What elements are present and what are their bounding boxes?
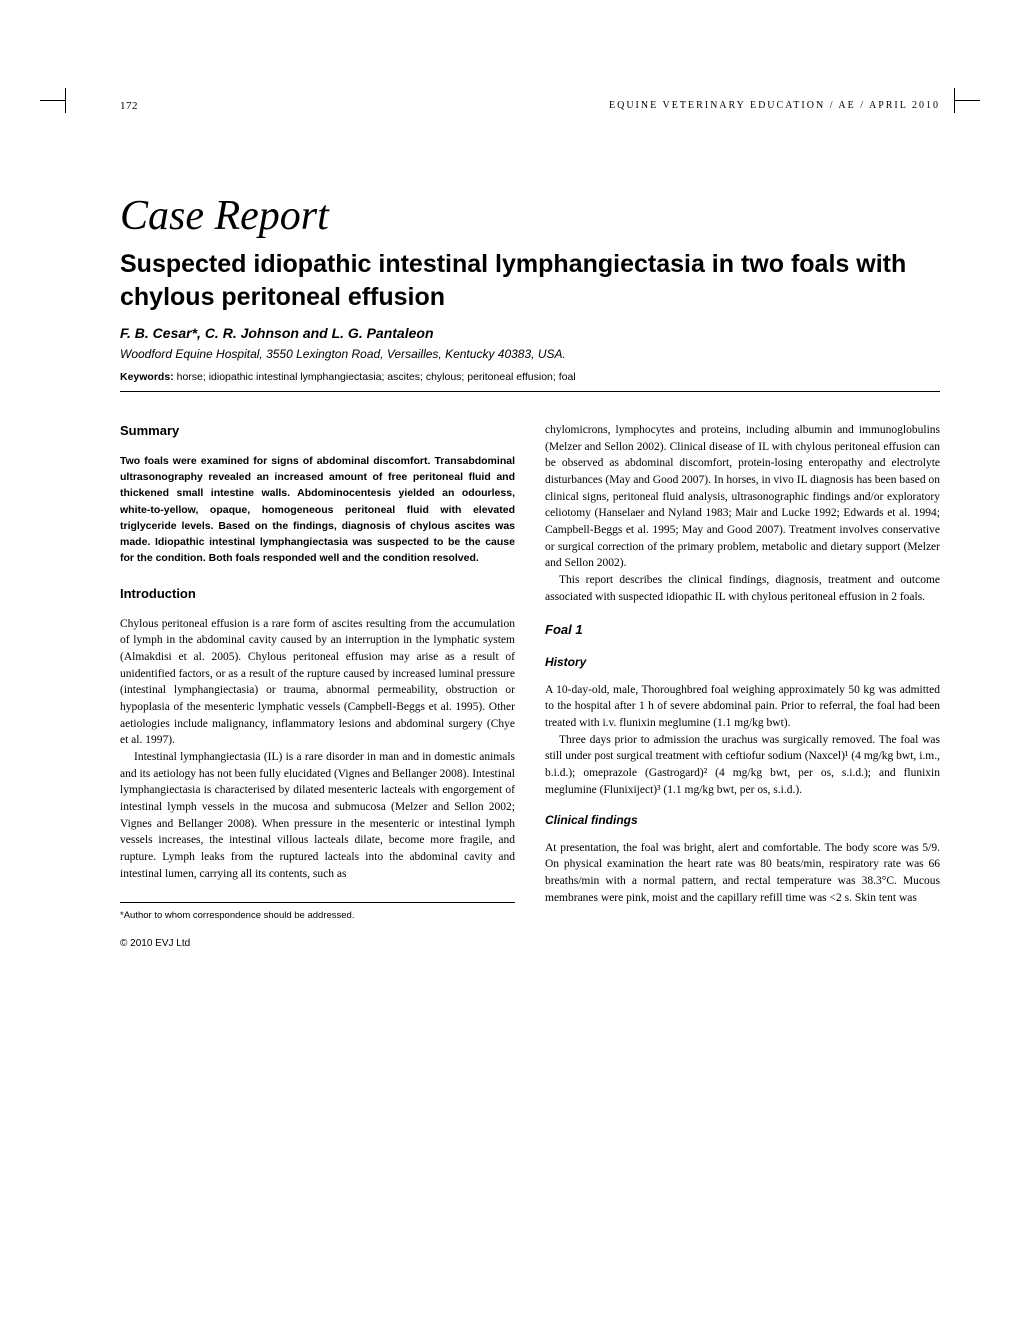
intro-paragraph-1: Chylous peritoneal effusion is a rare fo… [120, 616, 515, 749]
history-paragraph-2: Three days prior to admission the urachu… [545, 732, 940, 799]
foal1-heading: Foal 1 [545, 621, 940, 640]
crop-mark-right [955, 100, 980, 101]
summary-heading: Summary [120, 422, 515, 441]
copyright: © 2010 EVJ Ltd [120, 937, 515, 952]
keywords-text: horse; idiopathic intestinal lymphangiec… [174, 371, 576, 383]
footnote-separator [120, 902, 515, 903]
page-number: 172 [120, 100, 138, 112]
page-header: 172 EQUINE VETERINARY EDUCATION / AE / A… [120, 100, 940, 112]
keywords-line: Keywords: horse; idiopathic intestinal l… [120, 371, 940, 383]
crop-mark-left [40, 100, 65, 101]
history-heading: History [545, 654, 940, 671]
body-columns: Summary Two foals were examined for sign… [120, 422, 940, 952]
article-title: Suspected idiopathic intestinal lymphang… [120, 248, 940, 313]
authors: F. B. Cesar*, C. R. Johnson and L. G. Pa… [120, 325, 940, 341]
journal-header: EQUINE VETERINARY EDUCATION / AE / APRIL… [609, 100, 940, 112]
right-column: chylomicrons, lymphocytes and proteins, … [545, 422, 940, 952]
right-paragraph-2: This report describes the clinical findi… [545, 572, 940, 605]
right-paragraph-1: chylomicrons, lymphocytes and proteins, … [545, 422, 940, 572]
intro-paragraph-2: Intestinal lymphangiectasia (IL) is a ra… [120, 749, 515, 882]
affiliation: Woodford Equine Hospital, 3550 Lexington… [120, 347, 940, 361]
article-type: Case Report [120, 192, 940, 240]
clinical-paragraph-1: At presentation, the foal was bright, al… [545, 840, 940, 907]
title-separator [120, 391, 940, 392]
keywords-label: Keywords: [120, 371, 174, 383]
introduction-heading: Introduction [120, 585, 515, 604]
clinical-findings-heading: Clinical findings [545, 812, 940, 829]
summary-text: Two foals were examined for signs of abd… [120, 453, 515, 567]
history-paragraph-1: A 10-day-old, male, Thoroughbred foal we… [545, 682, 940, 732]
correspondence-footnote: *Author to whom correspondence should be… [120, 909, 515, 923]
left-column: Summary Two foals were examined for sign… [120, 422, 515, 952]
